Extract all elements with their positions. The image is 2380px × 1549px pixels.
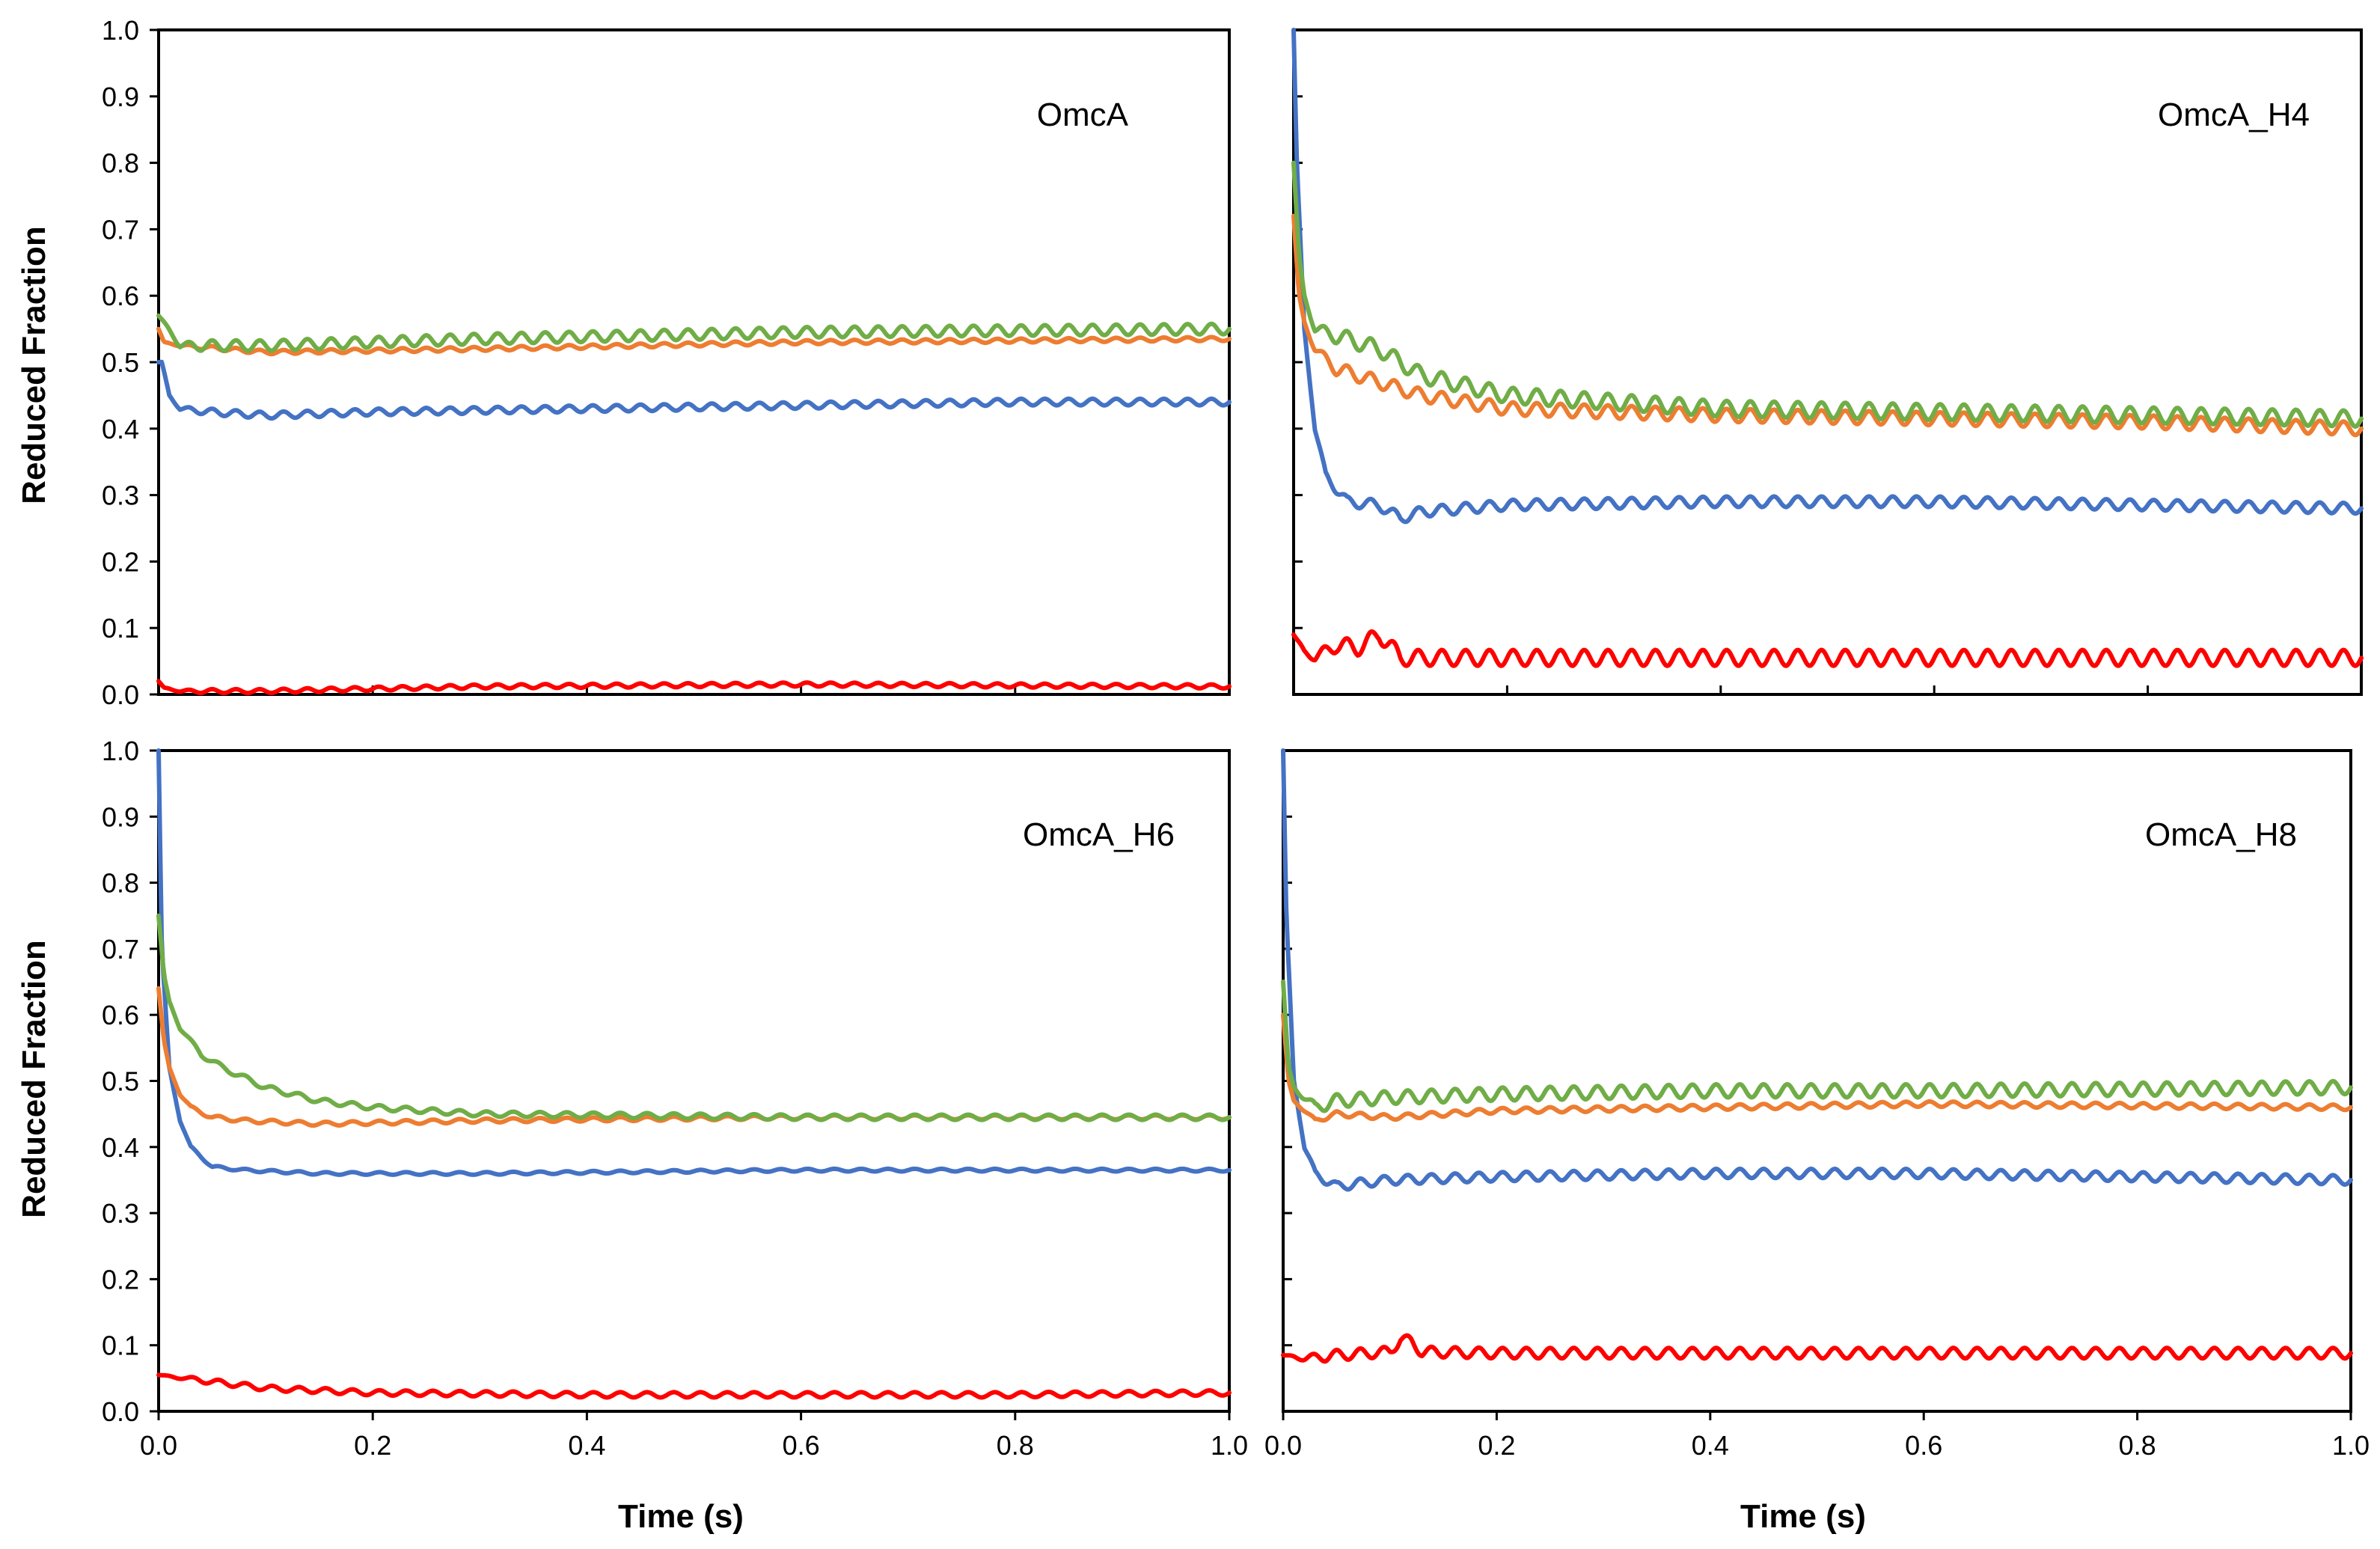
- y-tick-label: 0.6: [102, 281, 139, 311]
- series-line-red: [1281, 1333, 2353, 1364]
- y-axis-title-top: Reduced Fraction: [16, 226, 52, 504]
- y-tick-label: 1.0: [102, 736, 139, 766]
- y-tick-label: 0.8: [102, 148, 139, 179]
- panel-label: OmcA_H4: [2158, 97, 2310, 133]
- y-tick-label: 0.1: [102, 1330, 139, 1361]
- y-tick-label: 0.5: [102, 1066, 139, 1097]
- panel-omca-h4: OmcA_H4: [1291, 28, 2364, 696]
- y-tick-label: 1.0: [102, 15, 139, 46]
- y-tick-label: 0.0: [102, 1396, 139, 1427]
- panel-label: OmcA: [1037, 97, 1129, 133]
- series-line-green: [156, 913, 1232, 1122]
- series-line-orange: [156, 326, 1232, 357]
- x-axis-title-left: Time (s): [618, 1498, 744, 1535]
- series-group: [1281, 748, 2353, 1364]
- y-tick-label: 0.9: [102, 801, 139, 832]
- y-tick-label: 0.3: [102, 1198, 139, 1229]
- series-line-blue: [1291, 28, 2364, 525]
- y-tick-label: 0.3: [102, 480, 139, 511]
- series-line-red: [1291, 629, 2364, 668]
- y-tick-label: 0.5: [102, 347, 139, 378]
- y-tick-label: 0.8: [102, 868, 139, 899]
- panel-omca-h6: OmcA_H6 0.0 0.1 0.2 0.3 0.4 0.5 0.6 0.7 0.8 0.9 1.…: [102, 736, 1248, 1461]
- series-line-blue: [156, 748, 1232, 1177]
- panel-label: OmcA_H6: [1023, 816, 1175, 853]
- y-tick-label: 0.1: [102, 613, 139, 644]
- y-tick-label: 0.4: [102, 414, 139, 444]
- series-line-blue: [1281, 748, 2353, 1192]
- x-tick-label: 0.4: [568, 1430, 605, 1461]
- x-tick-label: 0.2: [354, 1430, 391, 1461]
- y-tick-label: 0.7: [102, 934, 139, 965]
- y-tick-label: 0.9: [102, 82, 139, 112]
- series-line-green: [156, 313, 1232, 353]
- series-line-orange: [156, 986, 1232, 1128]
- x-tick-label: 0.2: [1478, 1430, 1515, 1461]
- x-tick-label: 1.0: [1211, 1430, 1248, 1461]
- x-tick-label: 0.4: [1692, 1430, 1729, 1461]
- series-group: [156, 748, 1232, 1400]
- series-group: [156, 313, 1232, 696]
- series-group: [1291, 28, 2364, 668]
- y-tick-label: 0.0: [102, 679, 139, 710]
- x-tick-label: 1.0: [2332, 1430, 2370, 1461]
- series-line-green: [1291, 160, 2364, 429]
- y-tick-label: 0.4: [102, 1132, 139, 1163]
- y-axis-title-bottom: Reduced Fraction: [16, 940, 52, 1218]
- y-tick-label: 0.6: [102, 1000, 139, 1030]
- series-line-red: [156, 1372, 1232, 1400]
- tick-group: 0.0 0.2 0.4 0.6 0.8 1.0: [1264, 749, 2370, 1461]
- y-tick-label: 0.2: [102, 1264, 139, 1295]
- tick-group: 0.0 0.1 0.2 0.3 0.4 0.5 0.6 0.7 0.8 0.9 1.0: [102, 15, 1231, 710]
- panel-omca-h8: OmcA_H8 0.0 0.2 0.4 0.6 0.8 1.0: [1264, 748, 2370, 1461]
- x-tick-label: 0.8: [997, 1430, 1034, 1461]
- y-tick-label: 0.7: [102, 214, 139, 245]
- y-tick-label: 0.2: [102, 546, 139, 577]
- x-tick-label: 0.6: [1905, 1430, 1942, 1461]
- series-line-orange: [1291, 213, 2364, 438]
- series-line-green: [1281, 980, 2353, 1113]
- tick-group: 0.0 0.1 0.2 0.3 0.4 0.5 0.6 0.7 0.8 0.9 1.0 0.0 0.2 0…: [102, 736, 1248, 1461]
- x-tick-label: 0.0: [1264, 1430, 1302, 1461]
- x-tick-label: 0.8: [2119, 1430, 2156, 1461]
- panel-omca: OmcA 0.0 0.1 0.2 0.3 0.4 0.5 0.6 0.7 0.8 0.9 1.0: [102, 15, 1232, 710]
- x-axis-title-right: Time (s): [1740, 1498, 1866, 1535]
- series-line-orange: [1281, 1012, 2353, 1123]
- series-line-red: [156, 679, 1232, 696]
- panel-label: OmcA_H8: [2145, 816, 2297, 853]
- series-line-blue: [156, 359, 1232, 421]
- x-tick-label: 0.6: [783, 1430, 820, 1461]
- x-tick-label: 0.0: [140, 1430, 177, 1461]
